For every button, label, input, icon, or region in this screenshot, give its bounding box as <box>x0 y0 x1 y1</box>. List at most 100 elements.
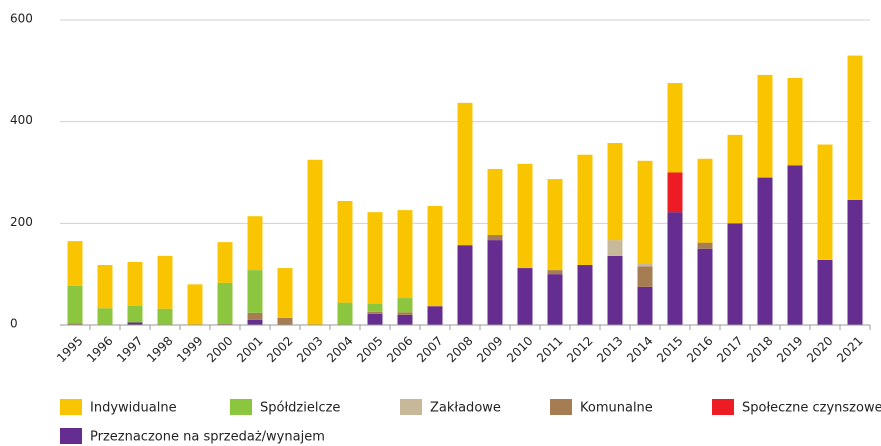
bar-segment <box>547 274 563 325</box>
bar-segment <box>727 223 743 325</box>
legend-swatch <box>712 399 734 415</box>
bar-segment <box>97 265 113 309</box>
bar-segment <box>637 286 653 325</box>
bar-segment <box>337 200 353 303</box>
bar-segment <box>607 143 623 241</box>
bar-segment <box>667 83 683 173</box>
bar-segment <box>487 240 503 325</box>
bar-segment <box>847 55 863 200</box>
bar-segment <box>667 172 683 213</box>
x-tick-label: 2001 <box>234 334 265 365</box>
bar-segment <box>127 322 143 325</box>
bar-segment <box>217 242 233 283</box>
bar-segment <box>667 212 683 325</box>
bar-segment <box>757 74 773 178</box>
x-tick-label: 2018 <box>744 334 775 365</box>
x-tick-label: 2020 <box>804 334 835 365</box>
legend-swatch <box>550 399 572 415</box>
bar-segment <box>577 154 593 266</box>
legend-label: Spółdzielcze <box>260 401 340 416</box>
bar-segment <box>367 303 383 312</box>
bar-segment <box>67 285 83 324</box>
x-tick-label: 2006 <box>384 334 415 365</box>
bar-segment <box>127 261 143 306</box>
legend-label: Indywidualne <box>90 401 177 416</box>
bar-segment <box>697 158 713 243</box>
y-tick-label: 0 <box>10 317 18 331</box>
bar-segment <box>157 255 173 309</box>
bar-segment <box>817 259 833 325</box>
x-tick-label: 2012 <box>564 334 595 365</box>
bar-segment <box>727 134 743 224</box>
bar-segment <box>127 305 143 323</box>
bar-segment <box>517 268 533 325</box>
x-tick-label: 2011 <box>534 334 565 365</box>
legend-label: Społeczne czynszowe <box>742 401 881 416</box>
bar-segment <box>367 313 383 325</box>
x-tick-label: 1997 <box>114 334 145 365</box>
bar-segment <box>427 306 443 325</box>
x-tick-label: 2016 <box>684 334 715 365</box>
bar-segment <box>277 268 293 318</box>
bar-segment <box>307 159 323 325</box>
legend-swatch <box>60 428 82 444</box>
bar-segment <box>457 245 473 325</box>
bar-segment <box>367 212 383 304</box>
bar-segment <box>637 160 653 264</box>
bar-segment <box>607 255 623 325</box>
x-tick-label: 1996 <box>84 334 115 365</box>
bar-segment <box>337 302 353 325</box>
bar-segment <box>97 308 113 325</box>
bar-segment <box>247 270 263 313</box>
x-tick-label: 1998 <box>144 334 175 365</box>
x-tick-label: 1995 <box>54 334 85 365</box>
x-tick-label: 2009 <box>474 334 505 365</box>
bar-segment <box>277 317 293 325</box>
bar-segment <box>787 165 803 325</box>
x-tick-label: 2004 <box>324 334 355 365</box>
bar-segment <box>847 199 863 325</box>
bar-segment <box>697 248 713 325</box>
bar-segment <box>697 242 713 249</box>
bar-segment <box>187 284 203 325</box>
legend-label: Komunalne <box>580 401 653 416</box>
x-tick-label: 2015 <box>654 334 685 365</box>
x-tick-label: 2002 <box>264 334 295 365</box>
bar-segment <box>817 144 833 260</box>
x-tick-label: 2005 <box>354 334 385 365</box>
bar-segment <box>607 240 623 256</box>
bar-segment <box>247 312 263 320</box>
bar-segment <box>487 168 503 236</box>
bar-segment <box>67 323 83 325</box>
bar-segment <box>487 235 503 241</box>
x-tick-label: 2019 <box>774 334 805 365</box>
bar-segment <box>577 265 593 325</box>
bar-segment <box>427 206 443 307</box>
legend-swatch <box>400 399 422 415</box>
y-tick-label: 600 <box>10 12 33 26</box>
bar-segment <box>217 282 233 324</box>
legend-swatch <box>60 399 82 415</box>
x-tick-label: 2003 <box>294 334 325 365</box>
bar-segment <box>757 177 773 325</box>
bar-segment <box>397 210 413 299</box>
x-tick-label: 2013 <box>594 334 625 365</box>
bar-segment <box>247 216 263 271</box>
bar-segment <box>547 179 563 271</box>
bar-segment <box>517 163 533 269</box>
bar-segment <box>397 298 413 313</box>
bar-segment <box>397 314 413 325</box>
x-tick-label: 2008 <box>444 334 475 365</box>
y-tick-label: 400 <box>10 113 33 127</box>
x-tick-label: 2007 <box>414 334 445 365</box>
legend-swatch <box>230 399 252 415</box>
bar-segment <box>547 270 563 275</box>
bar-segment <box>217 323 233 325</box>
bar-segment <box>157 308 173 325</box>
x-tick-label: 2014 <box>624 334 655 365</box>
x-tick-label: 2017 <box>714 334 745 365</box>
bar-segment <box>637 264 653 267</box>
bar-segment <box>637 266 653 287</box>
bar-segment <box>787 77 803 166</box>
